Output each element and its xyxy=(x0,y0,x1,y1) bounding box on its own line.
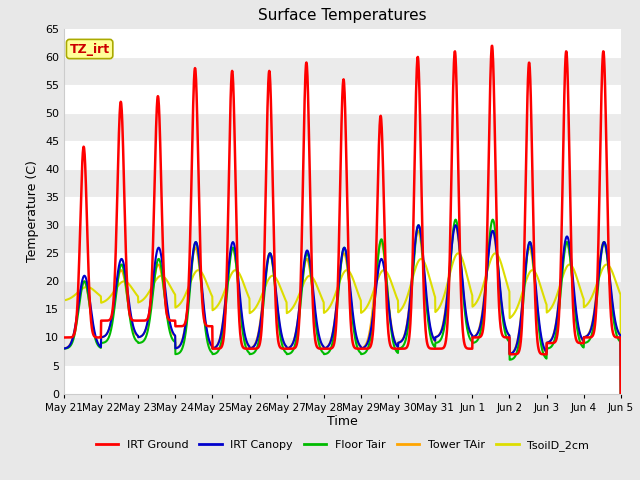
Y-axis label: Temperature (C): Temperature (C) xyxy=(26,160,40,262)
Title: Surface Temperatures: Surface Temperatures xyxy=(258,9,427,24)
X-axis label: Time: Time xyxy=(327,415,358,429)
Bar xyxy=(64,225,621,253)
Bar xyxy=(64,141,621,169)
Bar xyxy=(64,197,621,225)
Bar xyxy=(64,29,621,57)
Bar xyxy=(64,366,621,394)
Bar xyxy=(64,113,621,141)
Bar xyxy=(64,253,621,281)
Legend: IRT Ground, IRT Canopy, Floor Tair, Tower TAir, TsoilD_2cm: IRT Ground, IRT Canopy, Floor Tair, Towe… xyxy=(91,436,594,456)
Text: TZ_irt: TZ_irt xyxy=(70,43,109,56)
Bar xyxy=(64,310,621,337)
Bar xyxy=(64,169,621,197)
Bar xyxy=(64,281,621,310)
Bar xyxy=(64,57,621,85)
Bar xyxy=(64,85,621,113)
Bar xyxy=(64,337,621,366)
